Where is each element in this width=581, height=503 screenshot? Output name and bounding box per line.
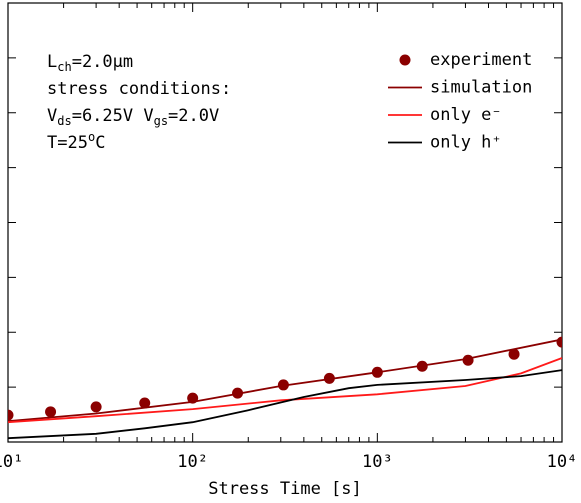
annotation-part: V bbox=[47, 106, 57, 126]
data-point bbox=[556, 336, 562, 348]
data-point bbox=[139, 397, 151, 409]
legend-marker bbox=[399, 54, 411, 66]
series-line bbox=[8, 369, 562, 440]
data-point bbox=[90, 401, 102, 413]
annotation-part: gs bbox=[154, 114, 168, 128]
annotation: T=25oC bbox=[47, 130, 105, 154]
x-axis-label: Stress Time [s] bbox=[208, 479, 362, 499]
annotation-part: o bbox=[88, 130, 95, 144]
data-point bbox=[8, 409, 14, 421]
series-line bbox=[8, 338, 562, 422]
annotation: Lch=2.0μm bbox=[47, 52, 133, 74]
annotation-part: ch bbox=[57, 60, 71, 74]
x-tick-label: 10³ bbox=[362, 452, 393, 472]
annotation-part: T=25 bbox=[47, 133, 88, 153]
annotation-part: C bbox=[95, 133, 105, 153]
annotation: stress conditions: bbox=[47, 79, 231, 99]
annotation-part: =6.25V V bbox=[72, 106, 154, 126]
x-tick-label: 10² bbox=[177, 452, 208, 472]
annotation-part: ds bbox=[57, 114, 71, 128]
series-line bbox=[8, 357, 562, 424]
annotation-part: L bbox=[47, 52, 57, 72]
legend-label: experiment bbox=[430, 50, 532, 70]
legend-label: only h⁺ bbox=[430, 133, 502, 153]
data-point bbox=[508, 348, 520, 360]
annotation-part: =2.0μm bbox=[72, 52, 133, 72]
data-point bbox=[45, 406, 57, 418]
legend-label: simulation bbox=[430, 78, 532, 98]
annotation-part: =2.0V bbox=[168, 106, 219, 126]
x-tick-label: 10¹ bbox=[0, 452, 23, 472]
legend-label: only e⁻ bbox=[430, 105, 502, 125]
annotation-part: stress conditions: bbox=[47, 79, 231, 99]
data-point bbox=[462, 354, 474, 366]
plot-area bbox=[8, 336, 562, 440]
x-tick-label: 10⁴ bbox=[547, 452, 578, 472]
annotation: Vds=6.25V Vgs=2.0V bbox=[47, 106, 219, 128]
